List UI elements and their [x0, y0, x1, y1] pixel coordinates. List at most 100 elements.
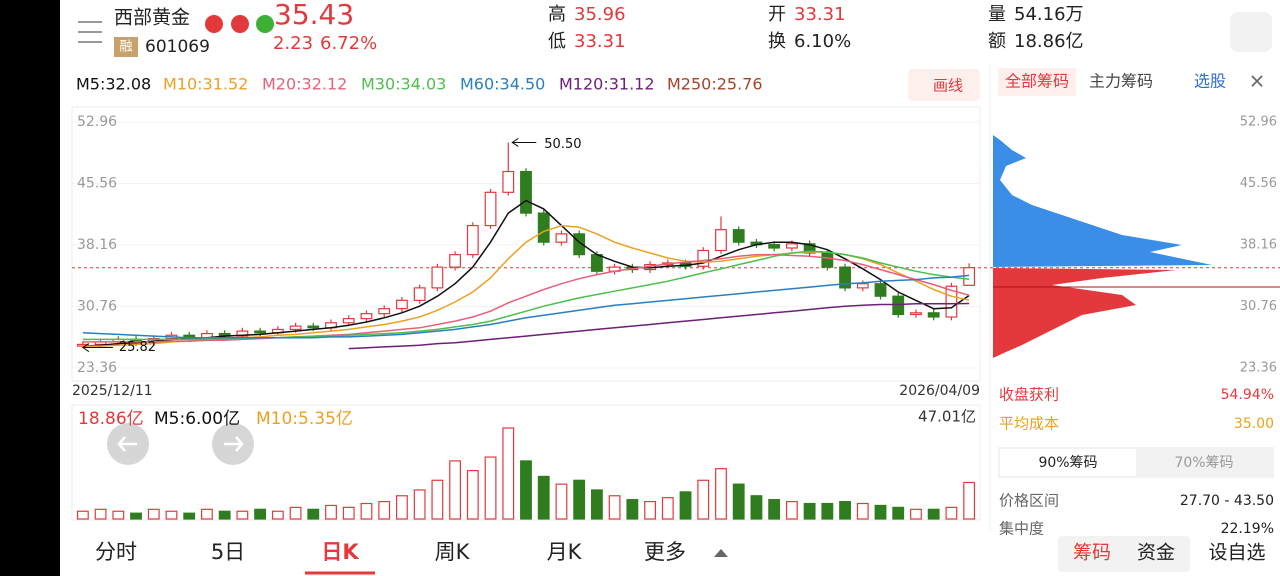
candle-body	[236, 330, 249, 337]
candle-body	[821, 252, 834, 268]
volume-bar	[325, 504, 337, 520]
volume-bar	[555, 483, 568, 520]
candle-body	[360, 313, 373, 320]
candle-body	[555, 233, 568, 243]
tab[interactable]: 月K	[547, 540, 583, 564]
chip-tick-label: 30.76	[1240, 299, 1277, 314]
nav-arrow	[117, 436, 137, 452]
volume-bar	[874, 504, 887, 520]
top-button[interactable]	[1230, 12, 1272, 52]
volume-bar	[963, 481, 976, 520]
stat-value: 35.96	[574, 4, 626, 25]
volume-bar	[520, 460, 532, 520]
toggle-selected[interactable]	[1000, 449, 1136, 476]
chip-tab[interactable]: 全部筹码	[1005, 72, 1069, 91]
change: 2.23	[273, 33, 313, 54]
price-frame	[71, 106, 981, 382]
candle-body	[715, 229, 727, 252]
stat-label: 额	[988, 31, 1006, 52]
chip-tick-label: 23.36	[1240, 361, 1277, 376]
volume-bar	[856, 502, 869, 520]
volume-bar	[236, 510, 249, 520]
candle-body	[910, 312, 922, 316]
tab[interactable]: 日K	[321, 540, 359, 564]
chip-row-label: 收盘获利	[999, 386, 1059, 404]
volume-bar	[661, 497, 674, 520]
volume-bar	[342, 506, 355, 520]
volume-bar	[130, 512, 142, 520]
volume-bar	[945, 506, 958, 520]
chip-tab[interactable]: 选股	[1194, 72, 1226, 91]
change-pct: 6.72%	[320, 33, 377, 54]
volume-bar	[590, 489, 603, 520]
volume-bar	[413, 489, 426, 520]
draw-button[interactable]	[908, 69, 980, 101]
draw-label: 画线	[933, 77, 963, 95]
ma-line	[82, 199, 970, 347]
candle-body	[342, 318, 355, 324]
chip-tab-bg	[998, 68, 1076, 96]
ma-line	[82, 274, 970, 339]
bottom-button[interactable]: 筹码	[1073, 542, 1111, 564]
candle-body	[431, 266, 444, 289]
chip-row-value: 35.00	[1234, 416, 1274, 432]
volume-bar	[839, 500, 851, 520]
candle-body	[466, 224, 479, 256]
volume-legend: M10:5.35亿	[256, 409, 353, 429]
volume-bar	[271, 510, 284, 520]
volume-bar	[768, 499, 781, 520]
date-start: 2025/12/11	[72, 383, 153, 399]
volume-bar	[218, 510, 231, 520]
chip-row-value: 54.94%	[1221, 387, 1274, 403]
candle-body	[856, 283, 869, 289]
y-tick-label: 23.36	[77, 360, 117, 376]
volume-bar	[715, 468, 727, 520]
tab[interactable]: 周K	[435, 540, 471, 564]
candle-body	[697, 249, 710, 267]
chip-toggle[interactable]: 90%筹码	[1038, 454, 1097, 471]
ma-legend: M5:32.08	[76, 75, 151, 94]
ma-legend: M250:25.76	[667, 75, 763, 94]
tab[interactable]: 更多	[644, 540, 686, 564]
volume-bar	[307, 508, 320, 520]
stat-value: 54.16万	[1014, 4, 1084, 25]
stat-label: 高	[548, 4, 566, 25]
candle-body	[927, 312, 940, 318]
stat-value: 18.86亿	[1014, 31, 1084, 52]
volume-bar	[76, 510, 89, 520]
volume-bar	[466, 470, 479, 520]
annotation: 50.50	[544, 137, 581, 152]
chip-tab[interactable]: 主力筹码	[1089, 72, 1153, 91]
chip-tick-label: 52.96	[1240, 115, 1277, 130]
y-tick-label: 45.56	[77, 176, 117, 192]
candle-body	[413, 287, 426, 301]
menu-icon	[78, 21, 102, 43]
volume-bar	[910, 508, 922, 520]
bottom-button[interactable]: 资金	[1137, 542, 1175, 564]
wechat-icon	[256, 15, 274, 33]
candle-body	[396, 299, 408, 310]
tab[interactable]: 5日	[211, 540, 245, 564]
stat-label: 换	[768, 31, 786, 52]
candle-body	[785, 243, 798, 249]
volume-bar	[892, 506, 905, 520]
candle-body	[573, 233, 586, 256]
volume-bar	[803, 502, 816, 520]
chip-detail-value: 27.70 - 43.50	[1180, 493, 1274, 509]
close-icon[interactable]: ×	[1249, 69, 1266, 93]
chip-toggle[interactable]: 70%筹码	[1174, 454, 1233, 471]
y-tick-label: 38.16	[77, 237, 117, 253]
candle-body	[289, 325, 302, 331]
volume-legend: M5:6.00亿	[154, 409, 240, 429]
stock-code: 601069	[145, 37, 210, 57]
ma-line	[82, 253, 970, 343]
tab[interactable]: 分时	[95, 540, 137, 564]
ma-legend: M10:31.52	[163, 75, 248, 94]
candle-body	[378, 308, 391, 315]
badge: 融	[119, 40, 132, 55]
background	[60, 0, 1280, 576]
bottom-button[interactable]: 设自选	[1208, 542, 1265, 564]
volume-frame	[71, 404, 981, 521]
